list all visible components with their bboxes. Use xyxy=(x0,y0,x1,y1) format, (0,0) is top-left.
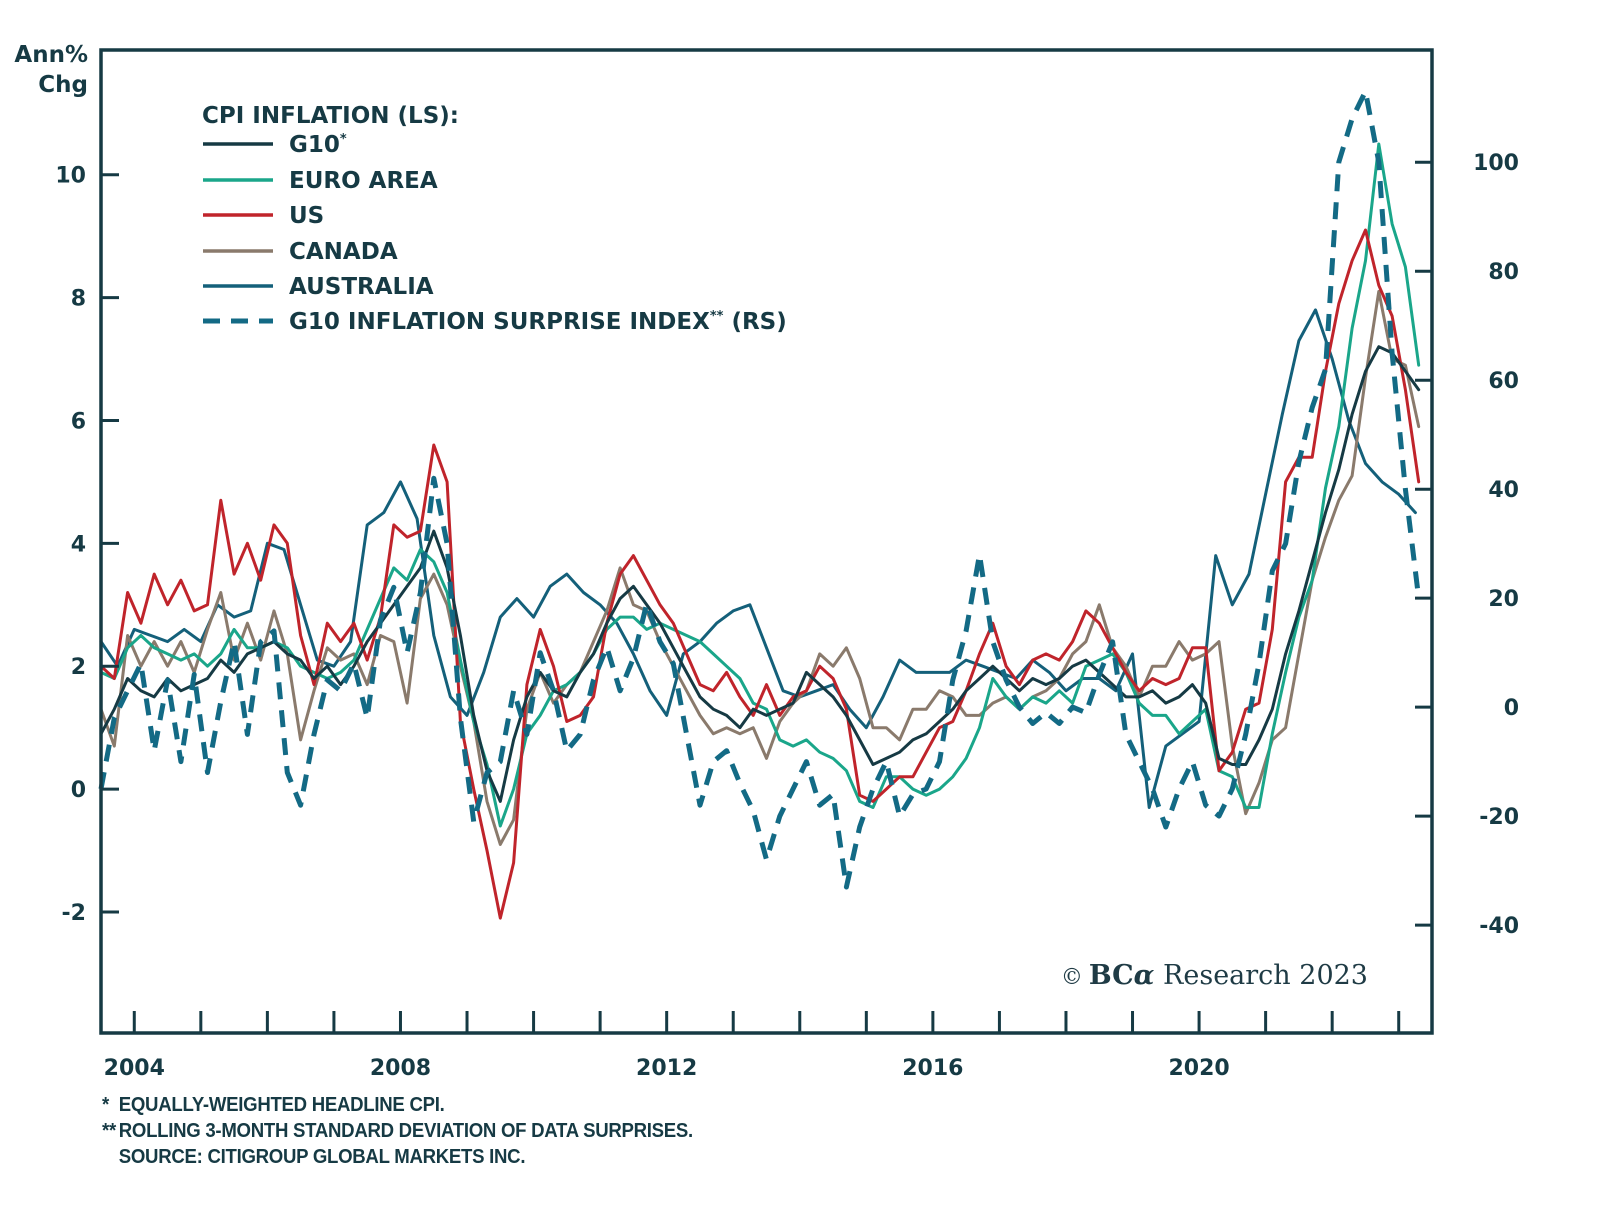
footnote-2-mark: ** xyxy=(102,1120,116,1142)
left-axis-tick-label: 0 xyxy=(71,778,86,803)
x-axis-tick-label: 2008 xyxy=(370,1056,431,1081)
left-axis-tick-label: 8 xyxy=(71,287,86,312)
legend: CPI INFLATION (LS): G10* EURO AREA US CANAD… xyxy=(202,103,787,335)
x-axis-tick-label: 2016 xyxy=(902,1056,963,1081)
right-axis: -40 -20 0 20 40 60 80 100 xyxy=(1415,151,1519,939)
legend-label-canada: CANADA xyxy=(289,239,398,265)
right-axis-tick-label: 100 xyxy=(1473,151,1519,176)
right-axis-tick-label: -40 xyxy=(1479,914,1519,939)
x-axis: 2004 2008 2012 2016 2020 xyxy=(104,1011,1401,1081)
left-axis-label-line2: Chg xyxy=(38,72,88,98)
footnote-source-text: SOURCE: CITIGROUP GLOBAL MARKETS INC. xyxy=(118,1146,526,1168)
series-line-canada xyxy=(99,289,1421,846)
x-axis-tick-label: 2012 xyxy=(636,1056,697,1081)
right-axis-tick-label: 40 xyxy=(1488,478,1519,503)
right-axis-tick-label: 0 xyxy=(1504,696,1519,721)
x-axis-tick-label: 2020 xyxy=(1168,1056,1229,1081)
watermark-brand: BC xyxy=(1089,960,1134,991)
watermark-alpha: α xyxy=(1134,960,1155,991)
left-axis-tick-label: 6 xyxy=(71,409,86,434)
legend-label-g10: G10* xyxy=(289,132,347,158)
watermark-copyright: © xyxy=(1061,965,1083,990)
footnote-1-text: EQUALLY-WEIGHTED HEADLINE CPI. xyxy=(118,1094,445,1116)
plot-frame xyxy=(99,48,1434,1035)
right-axis-tick-label: 60 xyxy=(1488,369,1519,394)
footnote-2-text: ROLLING 3-MONTH STANDARD DEVIATION OF DA… xyxy=(118,1120,693,1142)
series-line-us xyxy=(99,228,1421,920)
left-axis: -2 0 2 4 6 8 10 xyxy=(55,164,119,926)
left-axis-tick-label: -2 xyxy=(62,901,86,926)
left-axis-tick-label: 4 xyxy=(71,532,86,557)
footnote-1: * EQUALLY-WEIGHTED HEADLINE CPI. xyxy=(102,1094,445,1117)
watermark: © BCα Research 2023 xyxy=(1061,960,1368,991)
left-axis-tick-label: 2 xyxy=(71,655,86,680)
right-axis-tick-label: 20 xyxy=(1488,587,1519,612)
plot-border xyxy=(99,48,1434,1035)
legend-label-us: US xyxy=(289,203,324,229)
legend-header: CPI INFLATION (LS): xyxy=(202,103,459,129)
left-axis-label-line1: Ann% xyxy=(14,42,88,68)
series-layer xyxy=(98,88,1422,920)
footnote-source: SOURCE: CITIGROUP GLOBAL MARKETS INC. xyxy=(102,1146,526,1169)
series-line-euro xyxy=(99,142,1421,828)
right-axis-tick-label: -20 xyxy=(1479,805,1519,830)
legend-label-euro: EURO AREA xyxy=(289,168,438,194)
right-axis-tick-label: 80 xyxy=(1488,260,1519,285)
legend-label-australia: AUSTRALIA xyxy=(289,274,434,300)
watermark-rest: Research 2023 xyxy=(1154,960,1368,991)
series-line-surprise xyxy=(98,88,1422,890)
footnote-1-mark: * xyxy=(102,1094,109,1116)
left-axis-tick-label: 10 xyxy=(55,164,86,189)
footnote-2: ** ROLLING 3-MONTH STANDARD DEVIATION OF … xyxy=(102,1120,693,1143)
series-line-g10 xyxy=(99,345,1421,803)
x-axis-tick-label: 2004 xyxy=(104,1056,165,1081)
legend-label-surprise: G10 INFLATION SURPRISE INDEX** (RS) xyxy=(289,309,787,335)
